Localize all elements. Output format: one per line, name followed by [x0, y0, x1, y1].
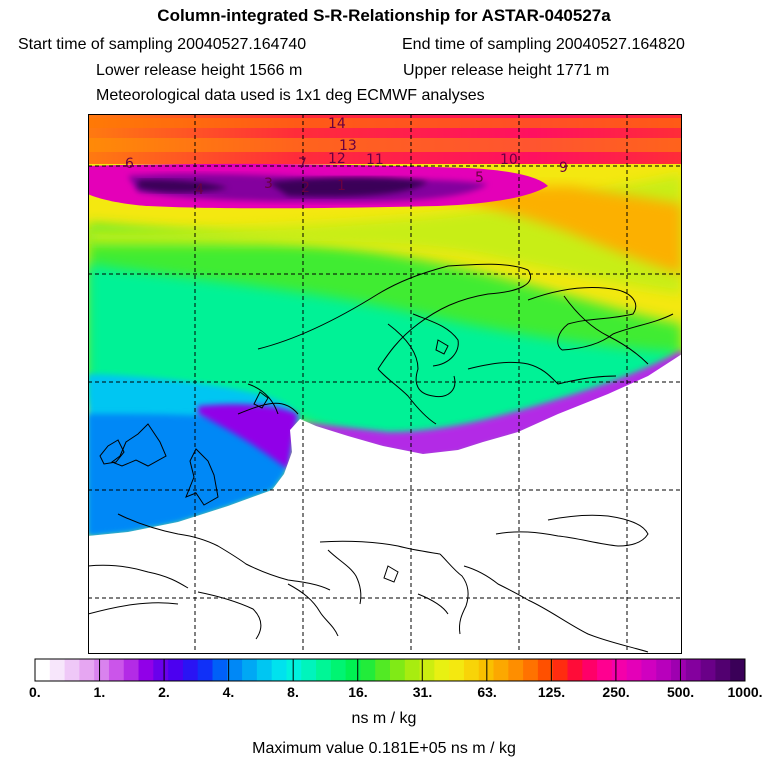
colorbar-segment	[537, 659, 554, 681]
colorbar-segment	[345, 659, 361, 681]
colorbar-segment	[316, 659, 332, 681]
trajectory-label-11: 11	[366, 152, 384, 168]
colorbar-segment	[641, 659, 657, 681]
sensitivity-map: 14 13 12 11 7 10 9 6 5 4 3 2 1	[88, 114, 682, 654]
map-frame	[88, 114, 682, 654]
trajectory-label-10: 10	[500, 152, 518, 168]
colorbar-segment	[301, 659, 317, 681]
colorbar-segment	[567, 659, 583, 681]
upper-release-height-label: Upper release height 1771 m	[403, 62, 610, 79]
grid-lines	[88, 114, 682, 654]
colorbar-segment	[286, 659, 302, 681]
colorbar-segment	[168, 659, 184, 681]
trajectory-label-9: 9	[559, 160, 568, 176]
met-data-label: Meteorological data used is 1x1 deg ECMW…	[96, 87, 485, 104]
colorbar-segment	[271, 659, 287, 681]
colorbar-tick-label: 16.	[348, 684, 368, 700]
colorbar-segment	[671, 659, 687, 681]
trajectory-label-4: 4	[195, 182, 204, 198]
colorbar-segment	[715, 659, 731, 681]
trajectory-label-2: 2	[301, 180, 310, 196]
colorbar-segment	[449, 659, 465, 681]
colorbar-segment	[182, 659, 199, 681]
colorbar-frame	[34, 658, 746, 682]
colorbar-segment	[138, 659, 154, 681]
colorbar-segment	[375, 659, 391, 681]
concentration-field	[88, 114, 682, 654]
colorbar-segment	[212, 659, 228, 681]
maximum-value-label: Maximum value 0.181E+05 ns m / kg	[252, 740, 516, 757]
colorbar-tick-label: 4.	[222, 684, 235, 700]
colorbar-tick-label: 8.	[287, 684, 299, 700]
start-time-label: Start time of sampling 20040527.164740	[18, 36, 307, 53]
colorbar-segment	[49, 659, 66, 681]
colorbar-tick-label: 125.	[537, 684, 566, 700]
colorbar	[34, 658, 746, 682]
colorbar-segment	[463, 659, 480, 681]
colorbar-tick-label: 250.	[602, 684, 630, 700]
lower-release-height-label: Lower release height 1566 m	[96, 62, 303, 79]
colorbar-segment	[360, 659, 376, 681]
colorbar-segment	[508, 659, 524, 681]
colorbar-segment	[626, 659, 642, 681]
colorbar-segment	[597, 659, 613, 681]
trajectory-label-7: 7	[298, 156, 307, 172]
colorbar-segment	[656, 659, 672, 681]
coastlines	[88, 263, 674, 653]
trajectory-label-12: 12	[328, 151, 346, 167]
colorbar-segment	[79, 659, 95, 681]
trajectory-label-13: 13	[339, 138, 357, 154]
colorbar-segment	[390, 659, 406, 681]
colorbar-tick-label: 31.	[412, 684, 433, 700]
colorbar-tick-label: 1000.	[727, 684, 763, 700]
colorbar-segment	[700, 659, 716, 681]
colorbar-segment	[330, 659, 347, 681]
colorbar-segment	[94, 659, 110, 681]
trajectory-label-14: 14	[328, 116, 346, 132]
colorbar-segment	[493, 659, 509, 681]
colorbar-segment	[730, 659, 746, 681]
colorbar-segment	[419, 659, 435, 681]
colorbar-tick-label: 2.	[158, 684, 170, 700]
colorbar-tick-label: 0.	[29, 684, 41, 700]
units-label: ns m / kg	[351, 710, 417, 727]
colorbar-segment	[35, 659, 51, 681]
trajectory-label-3: 3	[264, 176, 273, 192]
colorbar-segment	[153, 659, 169, 681]
trajectory-label-1: 1	[337, 178, 346, 194]
colorbar-segment	[523, 659, 539, 681]
colorbar-tick-label: 500.	[666, 684, 695, 700]
colorbar-segment	[108, 659, 125, 681]
trajectory-label-5: 5	[475, 170, 484, 186]
trajectory-labels: 14 13 12 11 7 10 9 6 5 4 3 2 1	[125, 116, 568, 198]
colorbar-segment	[197, 659, 213, 681]
end-time-label: End time of sampling 20040527.164820	[402, 36, 685, 53]
colorbar-segment	[611, 659, 628, 681]
colorbar-segment	[552, 659, 568, 681]
colorbar-segment	[242, 659, 258, 681]
colorbar-segment	[123, 659, 140, 681]
colorbar-segment	[434, 659, 450, 681]
trajectory-label-6: 6	[125, 156, 134, 172]
colorbar-segment	[404, 659, 421, 681]
colorbar-segment	[227, 659, 243, 681]
colorbar-segment	[582, 659, 598, 681]
colorbar-segment	[64, 659, 80, 681]
colorbar-tick-label: 1.	[93, 684, 106, 700]
colorbar-segment	[685, 659, 702, 681]
colorbar-segment	[256, 659, 273, 681]
plot-title: Column-integrated S-R-Relationship for A…	[157, 6, 611, 25]
colorbar-tick-label: 63.	[477, 684, 497, 700]
